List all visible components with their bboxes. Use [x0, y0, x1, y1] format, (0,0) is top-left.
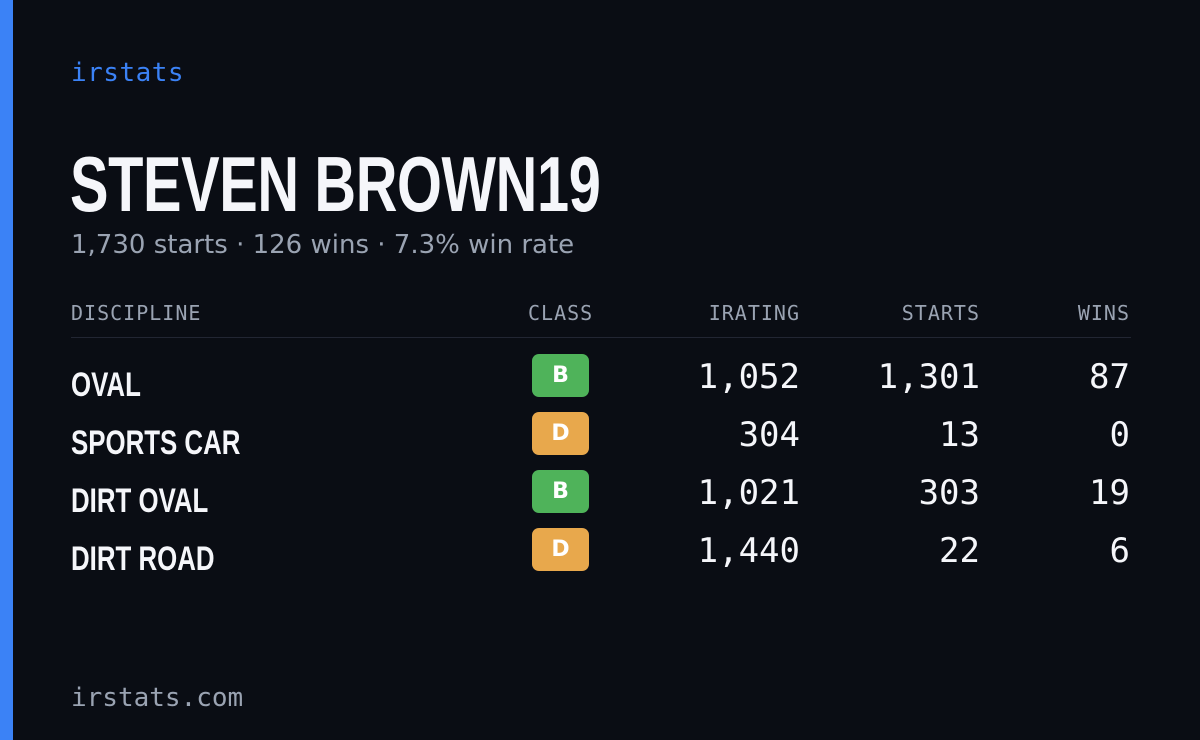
irating-cell: 1,440: [697, 531, 800, 571]
starts-cell: 13: [939, 415, 980, 455]
starts-cell: 303: [918, 473, 980, 513]
discipline-cell: DIRT ROAD: [71, 540, 215, 578]
driver-name: STEVEN BROWN19: [70, 140, 601, 228]
discipline-cell: DIRT OVAL: [71, 482, 209, 520]
starts-cell: 1,301: [877, 357, 980, 397]
brand-logo-text: irstats: [71, 58, 185, 88]
header-class: CLASS: [528, 301, 594, 325]
discipline-cell: OVAL: [71, 366, 141, 404]
wins-cell: 0: [1109, 415, 1130, 455]
table-row: DIRT OVAL B 1,021 303 19: [71, 469, 1131, 527]
irating-cell: 1,021: [697, 473, 800, 513]
table-body: OVAL B 1,052 1,301 87 SPORTS CAR D 304 1…: [71, 338, 1131, 585]
wins-cell: 19: [1089, 473, 1130, 513]
table-row: SPORTS CAR D 304 13 0: [71, 411, 1131, 469]
header-discipline: DISCIPLINE: [71, 301, 202, 325]
wins-cell: 87: [1089, 357, 1130, 397]
accent-bar: [0, 0, 13, 740]
stats-table: DISCIPLINE CLASS IRATING STARTS WINS OVA…: [71, 298, 1131, 585]
wins-cell: 6: [1109, 531, 1130, 571]
header-wins: WINS: [1077, 301, 1130, 325]
table-header: DISCIPLINE CLASS IRATING STARTS WINS: [71, 298, 1131, 338]
starts-cell: 22: [939, 531, 980, 571]
header-irating: IRATING: [708, 301, 800, 325]
irating-cell: 304: [738, 415, 800, 455]
driver-summary: 1,730 starts · 126 wins · 7.3% win rate: [71, 230, 575, 260]
class-badge: D: [532, 528, 589, 571]
class-badge: B: [532, 470, 589, 513]
footer-domain: irstats.com: [71, 683, 244, 713]
header-starts: STARTS: [901, 301, 980, 325]
class-badge: D: [532, 412, 589, 455]
table-row: DIRT ROAD D 1,440 22 6: [71, 527, 1131, 585]
discipline-cell: SPORTS CAR: [71, 424, 241, 462]
table-row: OVAL B 1,052 1,301 87: [71, 353, 1131, 411]
irating-cell: 1,052: [697, 357, 800, 397]
class-badge: B: [532, 354, 589, 397]
